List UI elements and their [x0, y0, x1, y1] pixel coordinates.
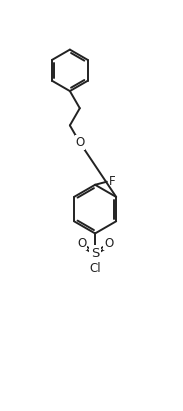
Text: Cl: Cl	[89, 262, 101, 275]
Text: O: O	[75, 136, 84, 149]
Text: S: S	[91, 247, 99, 260]
Text: F: F	[109, 175, 115, 188]
Text: O: O	[77, 237, 86, 250]
Text: O: O	[104, 237, 113, 250]
